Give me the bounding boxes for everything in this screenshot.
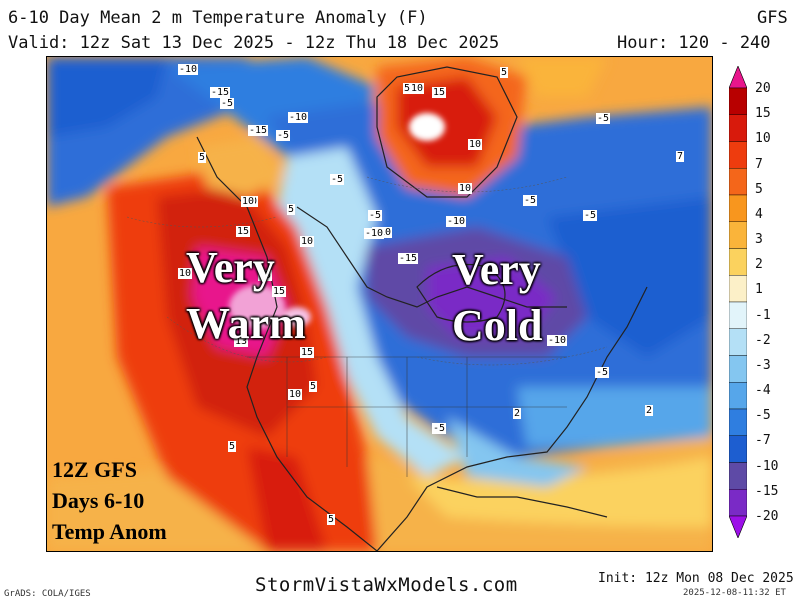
colorbar-segment [729, 141, 747, 169]
contour-label: 2 [645, 405, 654, 416]
very-warm-label-line1: Very [186, 243, 275, 292]
contour-label: 5 [327, 514, 336, 525]
model-stamp-line3: Temp Anom [52, 519, 167, 544]
contour-label: -5 [583, 210, 598, 221]
colorbar-segment [729, 382, 747, 410]
contour-label: 15 [258, 270, 273, 281]
contour-label: 15 [272, 286, 287, 297]
contour-label: -10 [178, 64, 199, 75]
colorbar-tick-label: -2 [755, 332, 771, 348]
model-stamp-line1: 12Z GFS [52, 457, 137, 482]
contour-label: -15 [210, 87, 231, 98]
contour-label: 5 [228, 441, 237, 452]
colorbar-tick-label: 3 [755, 232, 763, 248]
contour-label: 10 [468, 139, 483, 150]
init-time: Init: 12z Mon 08 Dec 2025 [598, 571, 794, 586]
contour-label: 10 [300, 236, 315, 247]
contour-label: -10 [446, 216, 467, 227]
contour-label: -15 [398, 253, 419, 264]
colorbar-segment [729, 489, 747, 517]
contour-label: 5 [500, 67, 509, 78]
colorbar-bottom-arrow [729, 515, 747, 538]
colorbar-segment [729, 355, 747, 383]
contour-label: 15 [300, 347, 315, 358]
colorbar-tick-label: -10 [755, 458, 779, 474]
contour-label: -5 [220, 98, 235, 109]
colorbar-top-arrow [729, 66, 747, 89]
colorbar-tick-label: 10 [755, 131, 771, 147]
colorbar-segment [729, 275, 747, 303]
colorbar-tick-label: 2 [755, 257, 763, 273]
colorbar-tick-label: 7 [755, 156, 763, 172]
contour-label: 15 [432, 87, 447, 98]
contour-label: -10 [288, 112, 309, 123]
contour-label: -5 [523, 195, 538, 206]
forecast-hours: Hour: 120 - 240 [617, 33, 771, 53]
colorbar-tick-label: -20 [755, 509, 779, 524]
very-cold-label-line1: Very [452, 245, 541, 294]
colorbar-segment [729, 87, 747, 115]
colorbar-tick-label: -7 [755, 433, 771, 449]
colorbar-segment [729, 328, 747, 356]
contour-label: 10 [241, 196, 256, 207]
colorbar-segment [729, 462, 747, 490]
chart-title: 6-10 Day Mean 2 m Temperature Anomaly (F… [8, 8, 428, 28]
very-warm-label-line2: Warm [186, 299, 306, 348]
generated-timestamp: 2025-12-08-11:32 ET [683, 588, 786, 598]
contour-label: 2 [513, 408, 522, 419]
very-cold-label-line2: Cold [452, 301, 543, 350]
colorbar-tick-label: -4 [755, 383, 771, 399]
contour-label: -5 [432, 423, 447, 434]
contour-label: 10 [410, 83, 425, 94]
map-canvas [47, 57, 712, 551]
colorbar [729, 66, 747, 538]
contour-label: 15 [236, 226, 251, 237]
colorbar-tick-label: 4 [755, 206, 763, 222]
contour-label: 5 [403, 83, 412, 94]
contour-label: -5 [595, 367, 610, 378]
colorbar-segment [729, 248, 747, 276]
colorbar-tick-label: 15 [755, 106, 771, 122]
colorbar-segment [729, 194, 747, 222]
contour-label: 10 [458, 183, 473, 194]
colorbar-tick-label: 5 [755, 181, 763, 197]
colorbar-tick-label: -1 [755, 307, 771, 323]
contour-label: 10 [288, 389, 303, 400]
contour-label: -15 [248, 125, 269, 136]
colorbar-segment [729, 168, 747, 196]
contour-label: -5 [330, 174, 345, 185]
temperature-anomaly-map [46, 56, 713, 552]
colorbar-tick-label: 1 [755, 282, 763, 298]
contour-label: -5 [596, 113, 611, 124]
contour-label: 5 [287, 204, 296, 215]
contour-label: 7 [676, 151, 685, 162]
contour-label: -5 [276, 130, 291, 141]
colorbar-tick-label: -15 [755, 483, 779, 499]
colorbar-segment [729, 114, 747, 142]
model-name: GFS [757, 8, 788, 28]
colorbar-tick-label: -3 [755, 357, 771, 373]
grads-credit: GrADS: COLA/IGES [4, 589, 91, 599]
contour-label: 5 [309, 381, 318, 392]
colorbar-segment [729, 408, 747, 436]
contour-label: -5 [368, 210, 383, 221]
contour-label: -10 [547, 335, 568, 346]
valid-period: Valid: 12z Sat 13 Dec 2025 - 12z Thu 18 … [8, 33, 500, 53]
contour-label: 13 [234, 336, 249, 347]
colorbar-segment [729, 221, 747, 249]
contour-label: 10 [178, 268, 193, 279]
site-name: StormVistaWxModels.com [255, 574, 518, 596]
colorbar-tick-label: 20 [755, 81, 771, 96]
contour-label: -10 [364, 228, 385, 239]
contour-label: 5 [198, 152, 207, 163]
colorbar-segment [729, 435, 747, 463]
colorbar-tick-label: -5 [755, 408, 771, 424]
colorbar-segment [729, 301, 747, 329]
model-stamp-line2: Days 6-10 [52, 488, 145, 513]
